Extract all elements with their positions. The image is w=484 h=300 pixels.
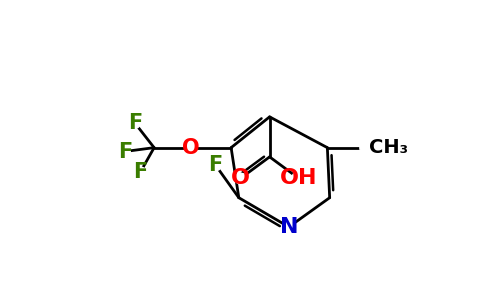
Text: CH₃: CH₃ <box>369 138 408 157</box>
Circle shape <box>120 146 130 157</box>
Text: N: N <box>280 217 298 237</box>
Text: OH: OH <box>280 169 318 188</box>
Text: F: F <box>118 142 132 161</box>
Circle shape <box>360 140 375 155</box>
Circle shape <box>186 142 197 153</box>
Text: F: F <box>133 162 147 182</box>
Circle shape <box>130 118 140 128</box>
Text: O: O <box>231 169 250 188</box>
Text: F: F <box>209 155 223 176</box>
Text: F: F <box>128 113 142 133</box>
Circle shape <box>211 160 221 171</box>
Circle shape <box>135 167 146 178</box>
Circle shape <box>235 173 246 184</box>
Circle shape <box>284 222 294 232</box>
Text: O: O <box>182 138 200 158</box>
Circle shape <box>292 171 306 185</box>
